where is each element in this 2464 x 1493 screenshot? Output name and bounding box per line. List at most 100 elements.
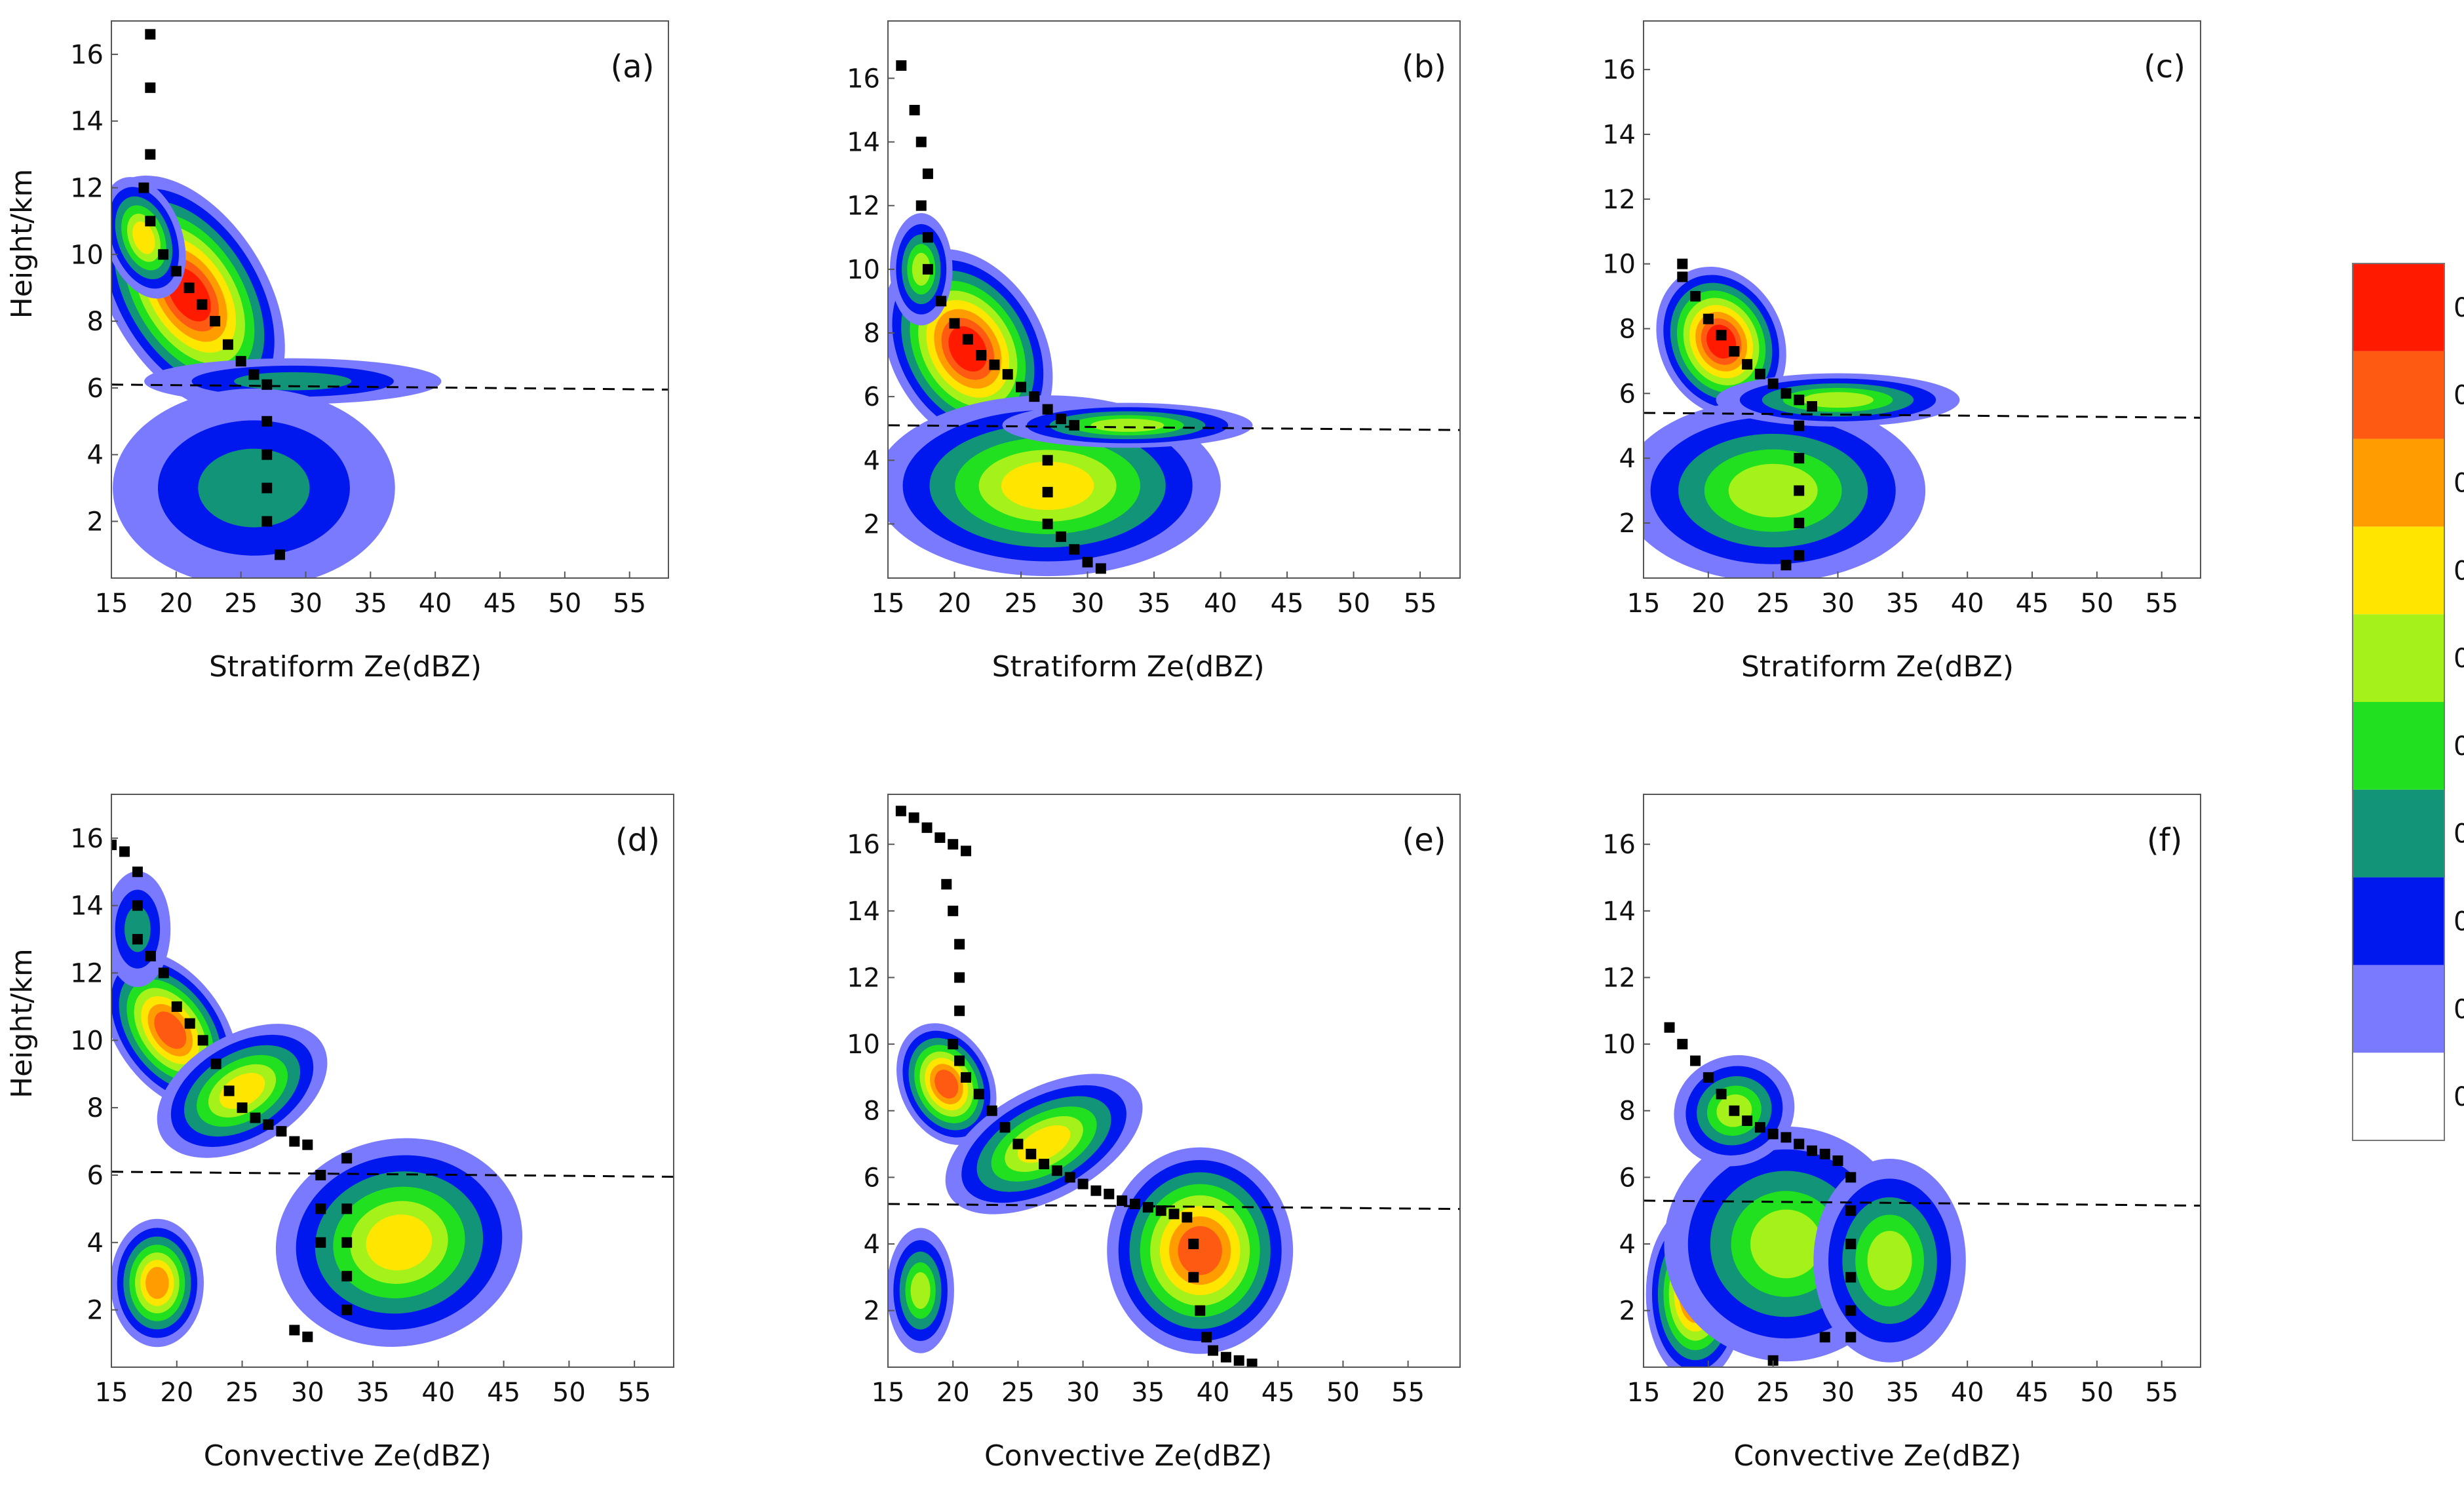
y-tick-label: 10: [847, 255, 880, 285]
mode-profile-marker: [908, 812, 919, 823]
mode-profile-marker: [145, 216, 156, 227]
x-tick-label: 40: [1951, 1378, 1984, 1408]
mode-profile-marker: [1168, 1209, 1180, 1220]
mode-profile-marker: [1077, 1178, 1088, 1190]
mode-profile-marker: [132, 934, 143, 945]
mode-profile-marker: [909, 105, 920, 115]
y-tick-label: 6: [1619, 1163, 1636, 1193]
x-tick-label: 45: [1261, 1378, 1295, 1408]
x-tick-label: 25: [1001, 1378, 1035, 1408]
x-tick-label: 35: [1886, 1378, 1919, 1408]
y-tick-label: 8: [864, 319, 880, 349]
density-field: [111, 840, 674, 1348]
density-contour-level-7: [145, 1267, 169, 1299]
y-tick-label: 16: [847, 830, 880, 860]
panel-c: 15 20 25 30 35 40 45 50 55 2 4 6 8 10 12 14 16 Stratiform…: [1602, 20, 2201, 684]
density-contour-level-6: [219, 1073, 265, 1109]
x-tick-label: 35: [1131, 1378, 1165, 1408]
colorbar-tick-label: 0.6: [2454, 556, 2464, 586]
mode-profile-marker: [1026, 1148, 1037, 1159]
mode-profile-marker: [341, 1203, 353, 1214]
mode-profile-marker: [1742, 359, 1753, 370]
mode-profile-marker: [1794, 420, 1805, 431]
mode-profile-marker: [276, 1126, 287, 1137]
y-tick-label: 6: [87, 374, 104, 404]
y-tick-label: 16: [1602, 830, 1636, 860]
mode-profile-marker: [954, 939, 965, 950]
x-tick-label: 55: [1391, 1378, 1425, 1408]
mode-profile-marker: [1845, 1271, 1857, 1283]
melting-level-line: [111, 1171, 674, 1178]
y-tick-label: 8: [1619, 314, 1636, 344]
x-tick-label: 15: [872, 589, 905, 619]
density-contour-level-6: [132, 222, 155, 254]
mode-profile-marker: [158, 967, 169, 979]
x-tick-label: 35: [1138, 589, 1171, 619]
mode-profile-marker: [315, 1203, 326, 1214]
y-tick-label: 12: [70, 958, 104, 988]
density-contour-level-8: [934, 1070, 959, 1099]
mode-profile-marker: [145, 950, 156, 961]
mode-profile-marker: [973, 1089, 984, 1100]
mode-profile-marker: [315, 1169, 326, 1180]
mode-profile-marker: [223, 1085, 235, 1096]
x-tick-label: 50: [1326, 1378, 1360, 1408]
mode-profile-marker: [1233, 1355, 1244, 1366]
mode-profile-marker: [183, 282, 195, 294]
y-tick-label: 10: [70, 240, 104, 270]
panel-label: (f): [2147, 822, 2182, 859]
mode-profile-marker: [1664, 1022, 1675, 1033]
mode-profile-marker: [1794, 1138, 1805, 1150]
plot-frame: [111, 20, 669, 579]
mode-profile-marker: [197, 1035, 208, 1046]
y-tick-label: 12: [847, 963, 880, 993]
density-contour-level-8: [1178, 1226, 1222, 1275]
mode-profile-marker: [119, 846, 130, 857]
plot-frame: [887, 794, 1461, 1368]
x-tick-label: 20: [1691, 1378, 1725, 1408]
melting-level-line: [888, 424, 1460, 431]
mode-profile-marker: [961, 845, 972, 857]
x-tick-label: 15: [872, 1378, 905, 1408]
mode-profile-marker: [1703, 313, 1714, 324]
x-tick-label: 25: [1756, 1378, 1790, 1408]
y-tick-label: 10: [847, 1030, 880, 1060]
melting-level-line: [111, 383, 668, 391]
y-tick-label: 14: [1602, 120, 1636, 150]
mode-profile-marker: [1069, 544, 1080, 555]
x-tick-label: 55: [1404, 589, 1437, 619]
y-tick-label: 14: [1602, 897, 1636, 927]
density-field: [888, 805, 1460, 1367]
mode-profile-marker: [961, 1072, 972, 1083]
mode-profile-marker: [1012, 1138, 1024, 1150]
y-tick-label: 12: [70, 173, 104, 203]
colorbar-segment: [2353, 1053, 2444, 1140]
mode-profile-marker: [1042, 518, 1053, 530]
mode-profile-marker: [138, 182, 149, 193]
mode-profile-marker: [1845, 1205, 1857, 1216]
mode-profile-marker: [274, 549, 285, 560]
density-contour-level-8: [154, 1011, 187, 1049]
mode-profile-marker: [954, 1005, 965, 1017]
panel-b: 15 20 25 30 35 40 45 50 55 2 4 6 8 10 12 14 16 Stratiform…: [847, 20, 1461, 684]
mode-profile-marker: [1729, 346, 1740, 357]
panels-group: 15 20 25 30 35 40 45 50 55 2 4 6 8 10 12 14 16 Stratiform…: [5, 20, 2201, 1473]
x-tick-label: 40: [1204, 589, 1237, 619]
y-tick-label: 16: [1602, 55, 1636, 85]
colorbar-segment: [2353, 965, 2444, 1053]
y-tick-label: 16: [70, 824, 104, 854]
mode-profile-marker: [1182, 1212, 1193, 1223]
mode-profile-marker: [1055, 414, 1066, 425]
y-tick-label: 14: [70, 107, 104, 137]
y-tick-label: 6: [864, 382, 880, 412]
y-tick-label: 16: [70, 40, 104, 70]
colorbar-frame: [2352, 263, 2445, 1141]
y-tick-label: 8: [87, 1093, 104, 1123]
y-tick-label: 4: [1619, 444, 1636, 474]
mode-profile-marker: [1767, 1129, 1779, 1140]
mode-profile-marker: [261, 449, 273, 460]
colorbar-tick-label: 0.1: [2454, 994, 2464, 1024]
mode-profile-marker: [1806, 1145, 1817, 1156]
mode-profile-marker: [1016, 381, 1027, 393]
density-field: [888, 60, 1460, 577]
